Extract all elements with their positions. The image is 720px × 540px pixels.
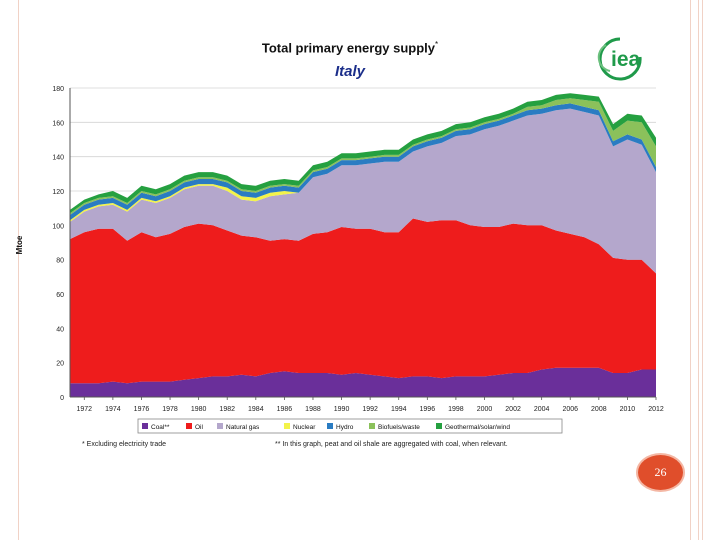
y-tick-labels: 0 20 40 60 80 100 120 140 160 180 [52, 86, 64, 402]
legend-label: Geothermal/solar/wind [445, 424, 510, 431]
x-tick-label: 1972 [77, 406, 93, 413]
chart-subtitle: Italy [334, 63, 365, 80]
chart-areas [70, 93, 656, 397]
legend-swatch [369, 423, 375, 429]
legend-swatch [284, 423, 290, 429]
page-number-badge: 26 [638, 455, 683, 490]
legend-label: Nuclear [293, 424, 316, 431]
area-geothermal-solar-wind [70, 93, 656, 214]
x-tick-label: 1984 [248, 406, 264, 413]
x-tick-label: 2008 [591, 406, 607, 413]
x-tick-label: 1988 [305, 406, 321, 413]
x-tick-labels: 1972 1974 1976 1978 1980 1982 1984 1986 1988 1990… [77, 397, 664, 413]
x-tick-label: 1986 [277, 406, 293, 413]
y-tick-label: 160 [52, 120, 64, 127]
y-tick-label: 80 [56, 258, 64, 265]
area-coal [70, 367, 656, 397]
x-tick-label: 2012 [648, 406, 664, 413]
x-tick-label: 2002 [505, 406, 521, 413]
legend-label: Hydro [336, 424, 354, 431]
legend-swatch [436, 423, 442, 429]
y-tick-label: 180 [52, 86, 64, 93]
y-tick-label: 40 [56, 326, 64, 333]
legend-label: Natural gas [226, 424, 260, 431]
x-tick-label: 1994 [391, 406, 407, 413]
chart-axes [69, 88, 656, 398]
legend-swatch [142, 423, 148, 429]
x-tick-label: 1990 [334, 406, 350, 413]
area-natural-gas [70, 108, 656, 274]
area-oil [70, 218, 656, 384]
chart-legend: Coal** Oil Natural gas Nuclear Hydro Biofuels… [137, 418, 563, 434]
slide-frame-right [690, 0, 720, 540]
x-tick-label: 2000 [477, 406, 493, 413]
y-tick-label: 0 [60, 395, 64, 402]
legend-box [137, 418, 563, 434]
legend-swatch [217, 423, 223, 429]
x-tick-label: 1974 [105, 406, 121, 413]
x-tick-label: 1982 [219, 406, 235, 413]
legend-swatch [327, 423, 333, 429]
y-tick-label: 100 [52, 223, 64, 230]
area-biofuels-waste [70, 98, 656, 215]
x-tick-label: 1998 [448, 406, 464, 413]
y-tick-label: 60 [56, 292, 64, 299]
y-tick-label: 20 [56, 361, 64, 368]
x-tick-label: 1992 [362, 406, 378, 413]
iea-logo-icon [597, 37, 642, 81]
x-tick-label: 2006 [562, 406, 578, 413]
legend-label: Oil [195, 424, 204, 431]
legend-label: Coal** [151, 424, 170, 431]
legend-swatch [186, 423, 192, 429]
x-tick-label: 2004 [534, 406, 550, 413]
legend-label: Biofuels/waste [378, 424, 420, 431]
x-tick-label: 2010 [620, 406, 636, 413]
area-hydro [70, 103, 656, 221]
x-tick-label: 1976 [134, 406, 150, 413]
logo-text: iea [611, 48, 641, 71]
y-tick-label: 120 [52, 189, 64, 196]
x-tick-label: 1978 [162, 406, 178, 413]
footnote-left: * Excluding electricity trade [82, 441, 167, 448]
x-tick-label: 1996 [420, 406, 436, 413]
x-tick-label: 1980 [191, 406, 207, 413]
footnote-right: ** In this graph, peat and oil shale are… [275, 441, 508, 448]
slide-frame-left [0, 0, 19, 540]
y-tick-label: 140 [52, 155, 64, 162]
y-axis-label: Mtoe [15, 235, 24, 254]
chart-title: Total primary energy supply* [261, 40, 439, 56]
